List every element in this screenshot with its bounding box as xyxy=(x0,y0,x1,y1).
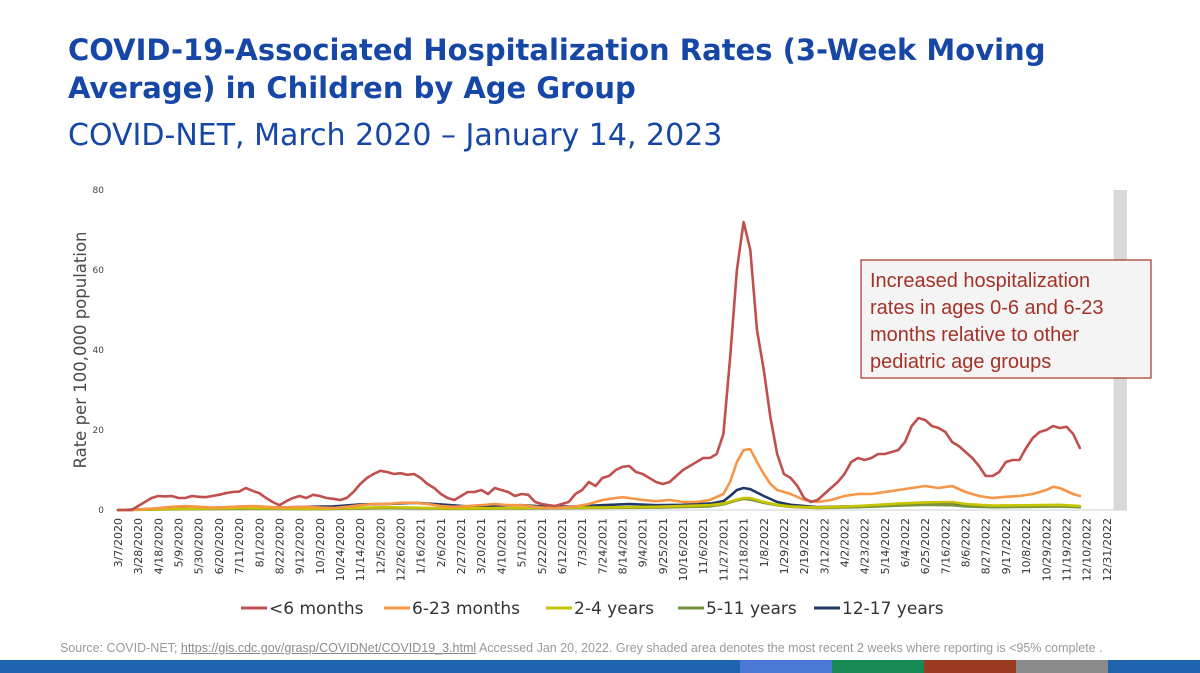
x-tick-label: 8/6/2022 xyxy=(960,518,973,567)
series-line-2 xyxy=(116,496,1082,512)
x-tick-label: 3/12/2022 xyxy=(818,518,831,574)
line-chart: 0 20 40 60 80 Rate per 100,000 population 3/7/… xyxy=(71,186,1152,619)
bar-segment xyxy=(740,660,832,673)
x-tick-label: 5/22/2021 xyxy=(536,518,549,574)
x-tick-label: 7/3/2021 xyxy=(576,518,589,567)
source-link[interactable]: https://gis.cdc.gov/grasp/COVIDNet/COVID… xyxy=(180,641,477,655)
x-tick-label: 10/8/2022 xyxy=(1020,518,1033,574)
x-tick-label: 10/3/2020 xyxy=(314,518,327,574)
y-axis-label: Rate per 100,000 population xyxy=(71,231,90,468)
x-tick-label: 10/24/2020 xyxy=(334,518,347,581)
y-tick-label: 20 xyxy=(93,426,105,436)
annotation-text: pediatric age groups xyxy=(870,351,1051,373)
x-tick-label: 4/23/2022 xyxy=(859,518,872,574)
x-tick-label: 1/16/2021 xyxy=(415,518,428,574)
x-tick-label: 11/27/2021 xyxy=(717,518,730,581)
x-tick-label: 11/14/2020 xyxy=(354,518,367,581)
y-tick-label: 40 xyxy=(93,346,105,356)
x-tick-label: 3/7/2020 xyxy=(112,518,125,567)
bar-segment xyxy=(1016,660,1108,673)
source-prefix: Source: COVID-NET; xyxy=(60,641,178,655)
legend-label: 5-11 years xyxy=(706,599,797,619)
x-tick-label: 6/4/2022 xyxy=(899,518,912,567)
x-tick-label: 12/18/2021 xyxy=(738,518,751,581)
y-tick-label: 60 xyxy=(93,266,105,276)
x-tick-label: 2/27/2021 xyxy=(455,518,468,574)
x-tick-label: 4/10/2021 xyxy=(495,518,508,574)
x-tick-label: 12/5/2020 xyxy=(374,518,387,574)
x-tick-label: 8/1/2020 xyxy=(253,518,266,567)
x-tick-label: 12/31/2022 xyxy=(1101,518,1114,581)
x-tick-label: 6/20/2020 xyxy=(213,518,226,574)
series-line-1 xyxy=(116,447,1082,512)
annotation-text: months relative to other xyxy=(870,324,1079,346)
source-note: Source: COVID-NET; https://gis.cdc.gov/g… xyxy=(60,641,1103,655)
x-tick-label: 3/20/2021 xyxy=(475,518,488,574)
series-line-0 xyxy=(116,220,1082,512)
x-tick-label: 11/6/2021 xyxy=(697,518,710,574)
x-tick-label: 1/8/2022 xyxy=(758,518,771,567)
x-tick-label: 7/11/2020 xyxy=(233,518,246,574)
bar-segment xyxy=(832,660,924,673)
x-tick-label: 12/10/2022 xyxy=(1081,518,1094,581)
x-tick-label: 5/1/2021 xyxy=(516,518,529,567)
x-tick-label: 7/24/2021 xyxy=(596,518,609,574)
x-tick-label: 8/27/2022 xyxy=(980,518,993,574)
x-tick-label: 5/9/2020 xyxy=(173,518,186,567)
bar-segment xyxy=(0,660,740,673)
x-tick-label: 9/4/2021 xyxy=(637,518,650,567)
x-tick-label: 5/30/2020 xyxy=(193,518,206,574)
y-tick-label: 80 xyxy=(93,186,105,196)
y-tick-label: 0 xyxy=(98,506,104,516)
bar-segment xyxy=(924,660,1016,673)
x-tick-label: 9/12/2020 xyxy=(294,518,307,574)
chart-title: COVID-19-Associated Hospitalization Rate… xyxy=(68,33,1046,105)
legend-label: 12-17 years xyxy=(842,599,944,619)
x-tick-label: 4/2/2022 xyxy=(838,518,851,567)
x-tick-label: 8/14/2021 xyxy=(617,518,630,574)
x-tick-label: 10/16/2021 xyxy=(677,518,690,581)
x-tick-label: 2/6/2021 xyxy=(435,518,448,567)
chart-subtitle: COVID-NET, March 2020 – January 14, 2023 xyxy=(68,118,723,153)
x-tick-label: 6/25/2022 xyxy=(919,518,932,574)
source-suffix: Accessed Jan 20, 2022. Grey shaded area … xyxy=(478,641,1103,655)
x-tick-label: 2/19/2022 xyxy=(798,518,811,574)
legend-label: <6 months xyxy=(269,599,364,619)
x-tick-label: 8/22/2020 xyxy=(273,518,286,574)
x-tick-label: 7/16/2022 xyxy=(939,518,952,574)
legend-label: 2-4 years xyxy=(574,599,654,619)
bottom-color-bar xyxy=(0,660,1200,673)
x-tick-label: 3/28/2020 xyxy=(132,518,145,574)
bar-segment xyxy=(1108,660,1200,673)
x-tick-label: 12/26/2020 xyxy=(395,518,408,581)
legend-label: 6-23 months xyxy=(412,599,520,619)
annotation-text: Increased hospitalization xyxy=(870,270,1090,292)
x-tick-label: 9/25/2021 xyxy=(657,518,670,574)
x-tick-label: 9/17/2022 xyxy=(1000,518,1013,574)
x-tick-label: 10/29/2022 xyxy=(1040,518,1053,581)
x-tick-label: 4/18/2020 xyxy=(152,518,165,574)
annotation-text: rates in ages 0-6 and 6-23 xyxy=(870,297,1104,319)
x-tick-label: 6/12/2021 xyxy=(556,518,569,574)
x-tick-label: 1/29/2022 xyxy=(778,518,791,574)
x-tick-label: 5/14/2022 xyxy=(879,518,892,574)
x-tick-label: 11/19/2022 xyxy=(1060,518,1073,581)
annotation-box xyxy=(860,259,1152,379)
